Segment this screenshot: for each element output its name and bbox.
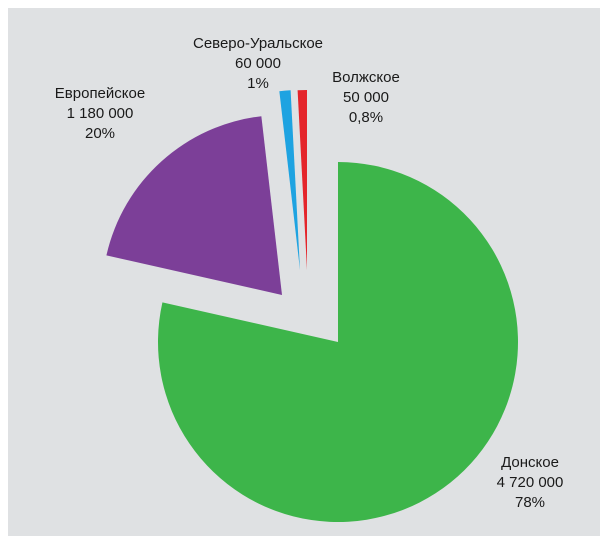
- value-label: 1 180 000: [67, 105, 134, 122]
- percent-label: 1%: [247, 75, 269, 92]
- value-label: 60 000: [235, 55, 281, 72]
- percent-label: 78%: [515, 494, 545, 511]
- pie-slice: [158, 162, 518, 522]
- slice-label: Северо-Уральское: [193, 35, 323, 52]
- percent-label: 20%: [85, 125, 115, 142]
- slice-label: Волжское: [332, 69, 400, 86]
- pie-slice: [279, 90, 300, 270]
- value-label: 50 000: [343, 89, 389, 106]
- pie-slice: [106, 116, 283, 296]
- slice-label: Европейское: [55, 85, 145, 102]
- slice-label: Донское: [501, 454, 559, 471]
- percent-label: 0,8%: [349, 109, 383, 126]
- value-label: 4 720 000: [497, 474, 564, 491]
- pie-slice: [297, 90, 307, 270]
